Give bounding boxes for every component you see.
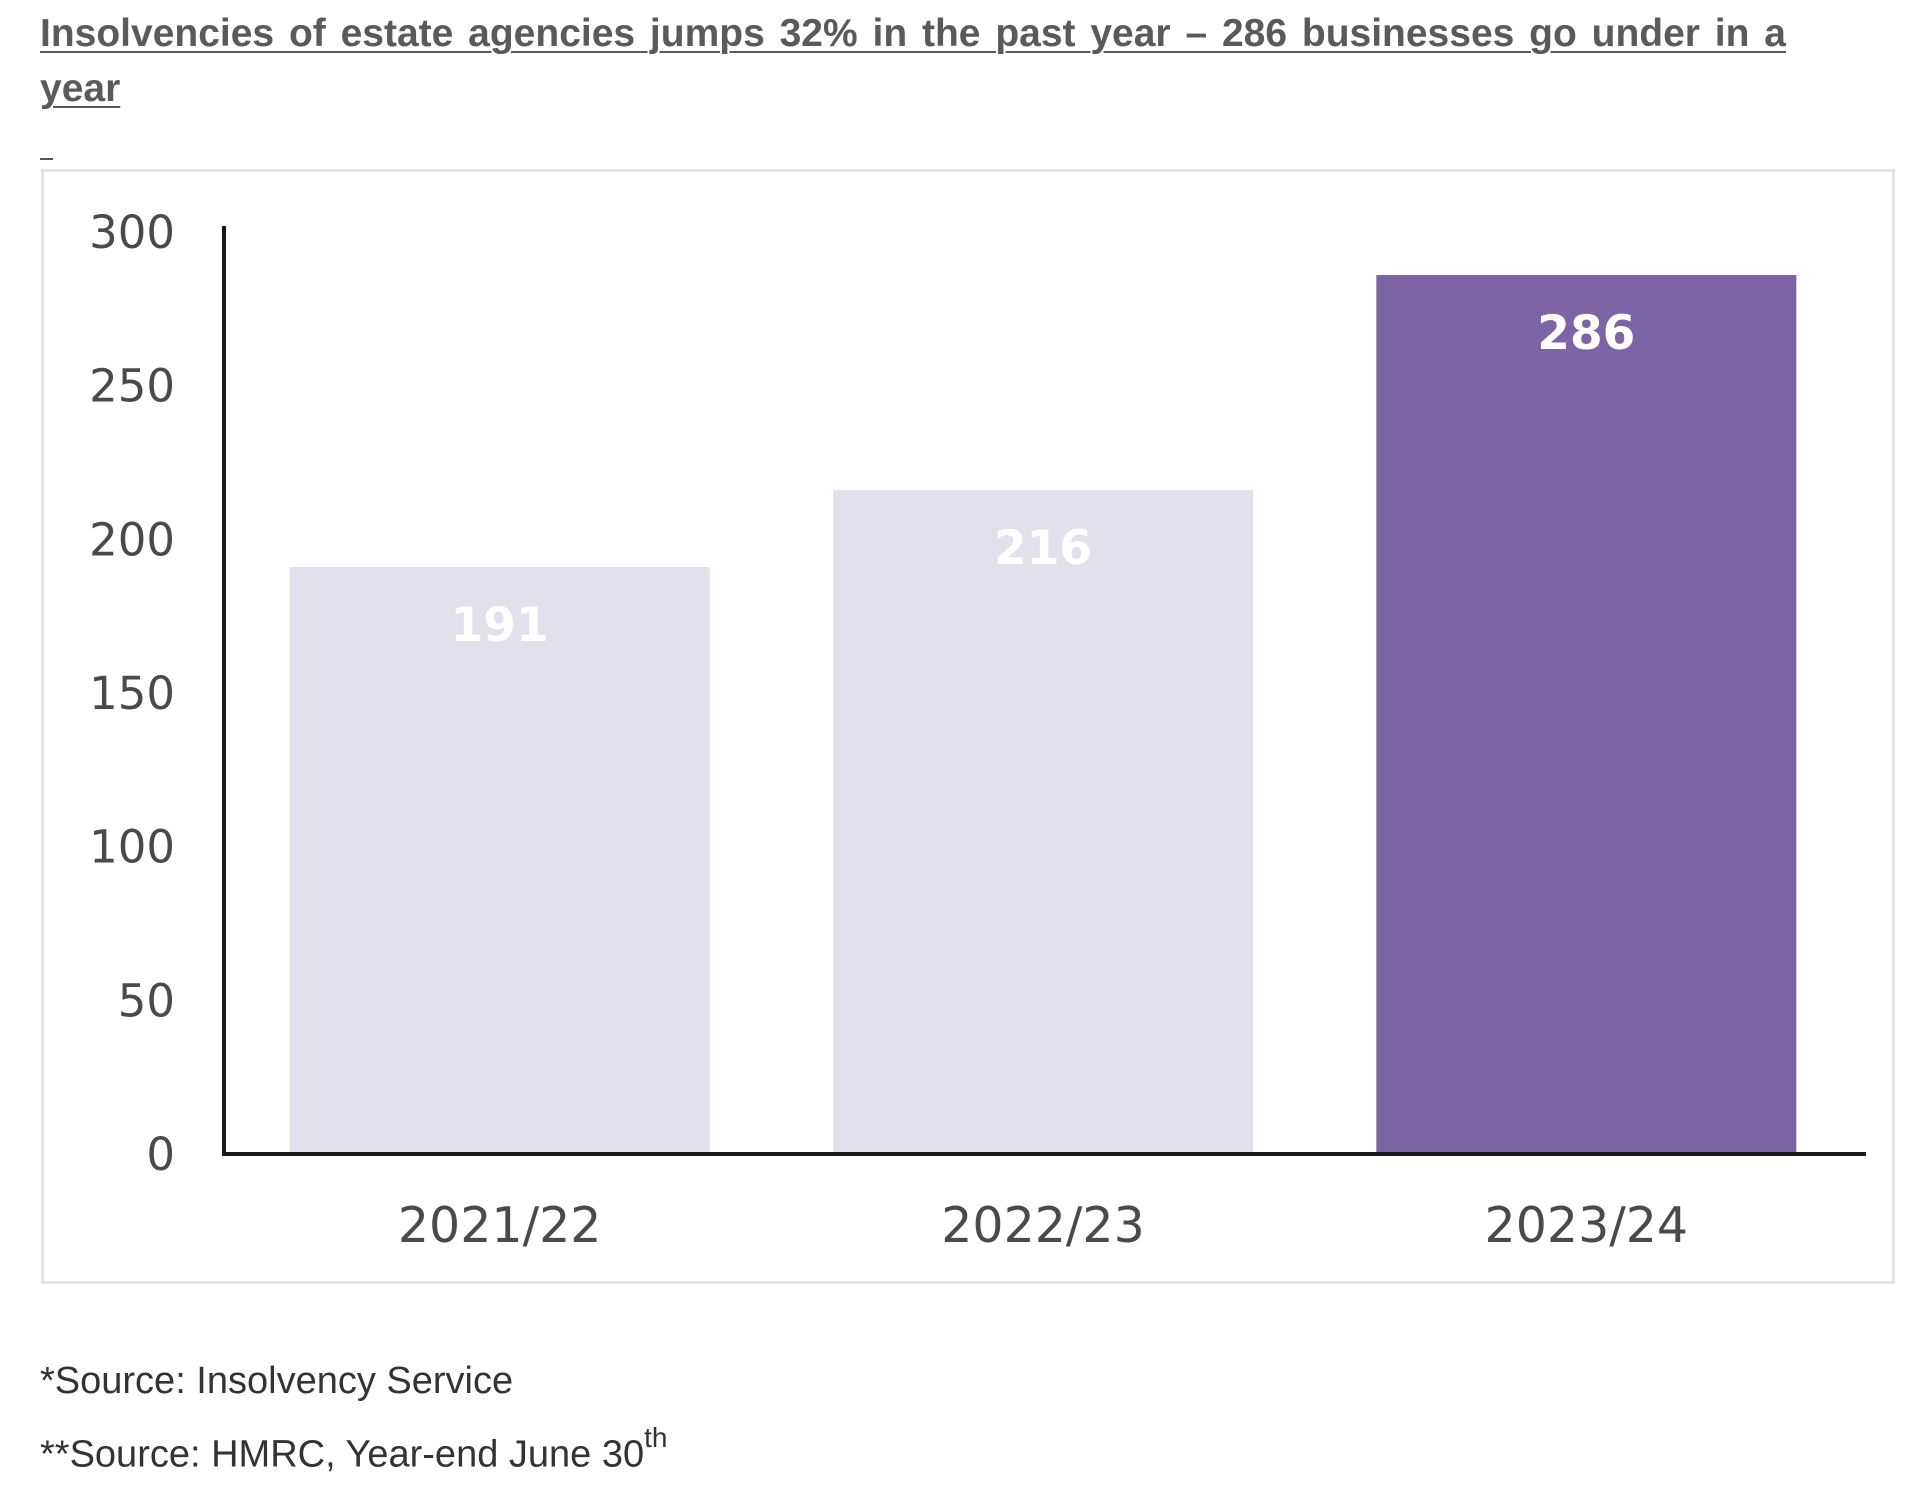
footnote-superscript: th (644, 1422, 668, 1453)
footnote-source-hmrc: **Source: HMRC, Year-end June 30th (40, 1422, 667, 1477)
footnote-source-insolvency-text: *Source: Insolvency Service (40, 1360, 514, 1402)
y-tick-label: 250 (89, 360, 175, 413)
headline-line-2: year (40, 67, 121, 110)
stray-dash (40, 158, 53, 160)
y-tick-label: 300 (89, 206, 175, 259)
x-tick-label: 2022/23 (941, 1197, 1145, 1254)
footnote-source-insolvency: *Source: Insolvency Service (40, 1360, 513, 1403)
headline-line-1: Insolvencies of estate agencies jumps 32… (40, 12, 1786, 55)
y-tick-label: 100 (89, 821, 175, 874)
chart-frame: 0 50 100 150 200 250 300 191 2021/22 216 2022/23 28… (41, 169, 1895, 1284)
bar-2021-22 (289, 566, 710, 1154)
x-tick-label: 2023/24 (1485, 1197, 1689, 1254)
bar-2022-23 (833, 490, 1253, 1154)
footnote-source-hmrc-text: **Source: HMRC, Year-end June 30 (40, 1433, 645, 1476)
bar-2023-24 (1376, 275, 1797, 1154)
bar-chart: 0 50 100 150 200 250 300 191 2021/22 216 2022/23 28… (89, 206, 1866, 1254)
data-label: 216 (994, 521, 1092, 576)
headline: Insolvencies of estate agencies jumps 32… (40, 6, 1890, 116)
y-tick-label: 0 (146, 1128, 175, 1181)
data-label: 191 (451, 598, 549, 653)
x-tick-label: 2021/22 (398, 1197, 602, 1254)
data-label: 286 (1537, 306, 1635, 361)
y-tick-label: 150 (89, 667, 175, 720)
y-tick-label: 50 (118, 974, 175, 1027)
y-tick-label: 200 (89, 513, 175, 566)
